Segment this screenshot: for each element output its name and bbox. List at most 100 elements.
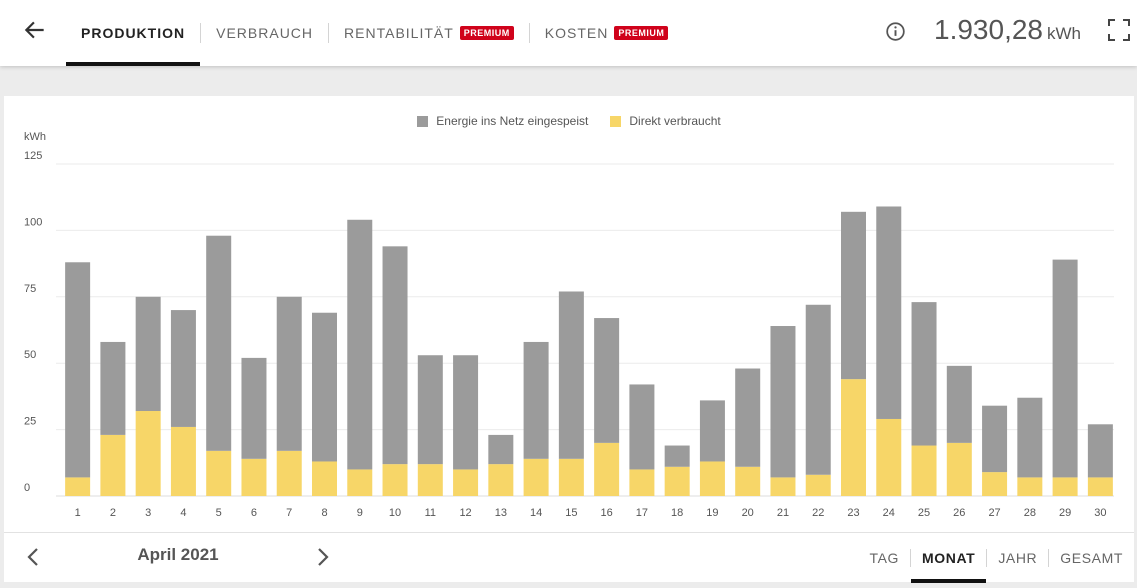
bar-direct-use <box>65 477 91 496</box>
y-tick-label: 0 <box>24 482 30 494</box>
chart-legend: Energie ins Netz eingespeist Direkt verb… <box>4 114 1134 128</box>
chart-card: kWh 0 25 50 75 100 125 1 2 3 4 5 6 7 8 9 10 11 12 13 14 15 16 1… <box>4 96 1134 583</box>
fullscreen-icon[interactable] <box>1107 18 1131 42</box>
tab-produktion-label: PRODUKTION <box>81 25 186 41</box>
range-separator <box>1048 549 1050 567</box>
x-tick-label: 30 <box>1094 507 1106 519</box>
bar-grid-feed <box>911 302 937 446</box>
x-tick-label: 10 <box>389 507 401 519</box>
range-jahr[interactable]: JAHR <box>987 533 1048 583</box>
y-tick-label: 100 <box>24 216 42 228</box>
bar-grid-feed <box>100 341 126 435</box>
bar-grid-feed <box>1017 397 1043 478</box>
bar-direct-use <box>206 450 232 496</box>
bar-grid-feed <box>558 291 584 459</box>
back-arrow-icon[interactable] <box>22 17 48 43</box>
range-separator <box>910 549 912 567</box>
tab-kosten-label: KOSTEN <box>544 25 609 41</box>
bar-direct-use <box>1052 477 1078 496</box>
premium-badge: PREMIUM <box>614 26 669 40</box>
bar-grid-feed <box>206 235 232 451</box>
y-tick-label: 25 <box>24 416 36 428</box>
x-tick-label: 14 <box>530 507 542 519</box>
chevron-right-icon[interactable] <box>310 545 334 569</box>
x-tick-label: 22 <box>812 507 824 519</box>
tab-verbrauch-label: VERBRAUCH <box>216 25 314 41</box>
tab-kosten[interactable]: KOSTEN PREMIUM <box>530 0 684 66</box>
tab-verbrauch[interactable]: VERBRAUCH <box>201 0 328 66</box>
bar-direct-use <box>523 458 549 496</box>
bar-direct-use <box>841 379 866 496</box>
x-tick-label: 1 <box>75 507 81 519</box>
chevron-left-icon[interactable] <box>22 545 46 569</box>
x-tick-label: 9 <box>357 507 363 519</box>
bar-direct-use <box>982 472 1008 496</box>
bar-direct-use <box>347 469 373 496</box>
legend-swatch <box>610 115 622 127</box>
x-tick-label: 28 <box>1024 507 1036 519</box>
bar-direct-use <box>453 469 479 496</box>
x-tick-label: 4 <box>180 507 186 519</box>
range-selector: TAG MONAT JAHR GESAMT <box>858 533 1134 583</box>
bar-grid-feed <box>312 312 337 462</box>
bar-direct-use <box>488 464 514 496</box>
x-tick-label: 7 <box>286 507 292 519</box>
bar-grid-feed <box>65 262 91 478</box>
tab-separator <box>528 23 530 43</box>
bar-direct-use <box>558 458 584 496</box>
legend-item-grid-feed[interactable]: Energie ins Netz eingespeist <box>417 114 588 128</box>
bar-direct-use <box>241 458 267 496</box>
bar-direct-use <box>805 474 831 496</box>
x-tick-label: 20 <box>742 507 754 519</box>
range-monat[interactable]: MONAT <box>911 533 987 583</box>
x-tick-label: 16 <box>601 507 613 519</box>
legend-item-direct-use[interactable]: Direkt verbraucht <box>610 114 721 128</box>
tab-rentabilitaet[interactable]: RENTABILITÄT PREMIUM <box>329 0 529 66</box>
range-separator <box>986 549 988 567</box>
bar-direct-use <box>735 466 761 496</box>
period-label: April 2021 <box>137 545 219 564</box>
bar-direct-use <box>135 411 161 496</box>
total-energy-unit: kWh <box>1047 24 1081 43</box>
bar-grid-feed <box>276 296 302 451</box>
tab-separator <box>328 23 330 43</box>
bar-direct-use <box>1017 477 1043 496</box>
tab-rentabilitaet-label: RENTABILITÄT <box>344 25 454 41</box>
x-tick-label: 3 <box>145 507 151 519</box>
x-tick-label: 27 <box>988 507 1000 519</box>
tab-produktion[interactable]: PRODUKTION <box>66 0 201 66</box>
bar-grid-feed <box>382 246 408 465</box>
range-gesamt[interactable]: GESAMT <box>1049 533 1134 583</box>
bar-grid-feed <box>347 219 373 470</box>
range-tag[interactable]: TAG <box>858 533 910 583</box>
bar-grid-feed <box>453 355 479 470</box>
range-jahr-label: JAHR <box>998 550 1038 566</box>
y-tick-label: 125 <box>24 150 42 162</box>
bar-grid-feed <box>841 211 866 380</box>
bar-grid-feed <box>1087 424 1113 478</box>
y-tick-label: 50 <box>24 349 36 361</box>
bar-grid-feed <box>770 326 796 478</box>
total-energy: 1.930,28 kWh <box>934 14 1081 46</box>
bar-direct-use <box>664 466 690 496</box>
bar-grid-feed <box>523 341 549 459</box>
x-tick-label: 23 <box>847 507 859 519</box>
y-tick-label: 75 <box>24 283 36 295</box>
bar-grid-feed <box>629 384 655 470</box>
bar-direct-use <box>911 445 937 496</box>
x-tick-label: 11 <box>425 507 436 519</box>
legend-swatch <box>417 115 429 127</box>
bar-direct-use <box>946 442 972 496</box>
info-icon[interactable] <box>885 21 906 42</box>
period-navigation: April 2021 TAG MONAT JAHR GESAMT <box>4 532 1134 583</box>
tab-separator <box>200 23 202 43</box>
bar-direct-use <box>629 469 655 496</box>
x-tick-label: 8 <box>321 507 327 519</box>
bar-grid-feed <box>699 400 725 462</box>
x-tick-label: 5 <box>216 507 222 519</box>
bar-grid-feed <box>170 310 196 427</box>
x-tick-label: 18 <box>671 507 683 519</box>
bar-grid-feed <box>735 368 761 467</box>
x-tick-label: 2 <box>110 507 116 519</box>
x-tick-label: 6 <box>251 507 257 519</box>
